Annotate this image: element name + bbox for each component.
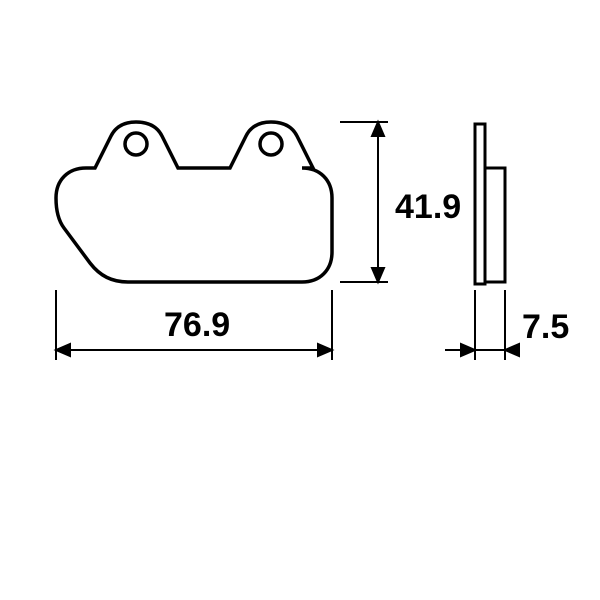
front-view <box>50 115 340 290</box>
mounting-hole-right <box>260 133 282 155</box>
friction-pad <box>485 168 505 282</box>
dimension-thickness <box>445 290 520 360</box>
width-label: 76.9 <box>158 306 236 345</box>
height-label: 41.9 <box>395 188 461 227</box>
drawing-svg <box>0 0 600 600</box>
side-view <box>475 124 505 284</box>
mounting-hole-left <box>125 133 147 155</box>
dimension-height <box>340 122 388 282</box>
technical-drawing: 76.9 41.9 7.5 <box>0 0 600 600</box>
thickness-label: 7.5 <box>522 308 569 347</box>
